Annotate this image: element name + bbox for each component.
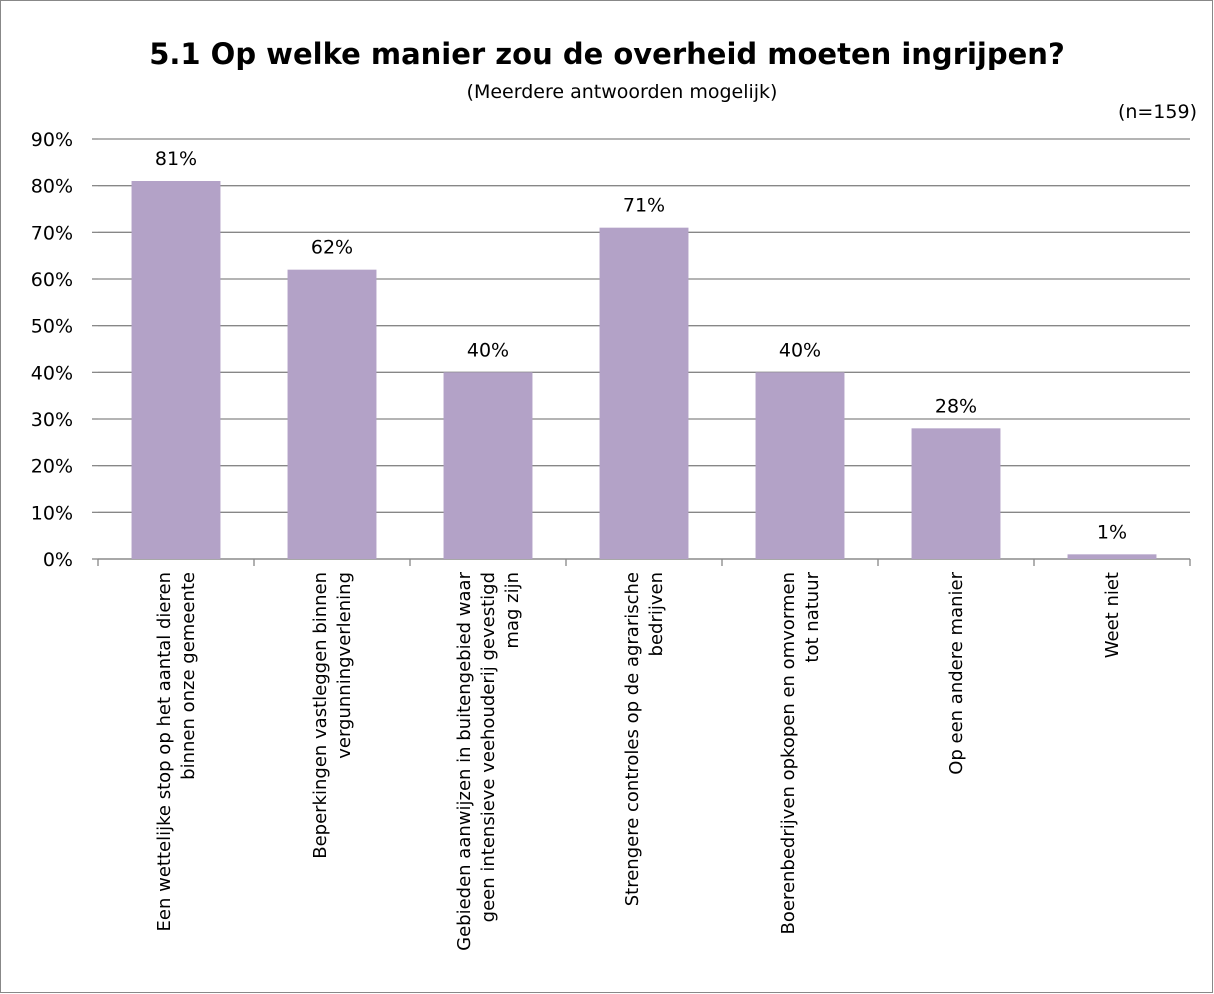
x-tick-label: Op een andere manier bbox=[946, 571, 967, 774]
y-tick-label: 30% bbox=[31, 409, 73, 431]
x-tick-label: Strengere controles op de agrarische bedr… bbox=[622, 572, 667, 906]
bar bbox=[1067, 554, 1157, 559]
x-tick-label: Beperkingen vastleggen binnen vergunningv… bbox=[310, 572, 355, 859]
value-label: 71% bbox=[623, 195, 665, 217]
x-tick-label: Gebieden aanwijzen in buitengebied waar g… bbox=[454, 571, 523, 950]
x-tick-label: Weet niet bbox=[1102, 572, 1123, 658]
y-tick-label: 40% bbox=[31, 362, 73, 384]
y-tick-label: 0% bbox=[43, 549, 73, 571]
x-tick-label: Boerenbedrijven opkopen en omvormen tot n… bbox=[778, 571, 823, 934]
y-tick-label: 60% bbox=[31, 269, 73, 291]
bar bbox=[287, 269, 377, 559]
value-label: 1% bbox=[1097, 521, 1127, 543]
value-label: 40% bbox=[467, 339, 509, 361]
bar bbox=[131, 181, 221, 559]
y-tick-label: 70% bbox=[31, 222, 73, 244]
bar bbox=[599, 227, 689, 559]
chart-title: 5.1 Op welke manier zou de overheid moet… bbox=[149, 37, 1065, 71]
annotation: (n=159) bbox=[1118, 101, 1197, 123]
value-label: 62% bbox=[311, 237, 353, 259]
y-tick-label: 20% bbox=[31, 456, 73, 478]
y-tick-label: 50% bbox=[31, 316, 73, 338]
bar bbox=[911, 428, 1001, 559]
value-label: 40% bbox=[779, 339, 821, 361]
bar bbox=[755, 372, 845, 559]
bar bbox=[443, 372, 533, 559]
value-label: 28% bbox=[935, 395, 977, 417]
x-tick-label: Een wettelijke stop op het aantal dieren… bbox=[154, 572, 199, 931]
y-tick-label: 90% bbox=[31, 129, 73, 151]
y-tick-label: 80% bbox=[31, 176, 73, 198]
y-tick-label: 10% bbox=[31, 502, 73, 524]
value-label: 81% bbox=[155, 148, 197, 170]
chart-subtitle: (Meerdere antwoorden mogelijk) bbox=[467, 81, 778, 103]
